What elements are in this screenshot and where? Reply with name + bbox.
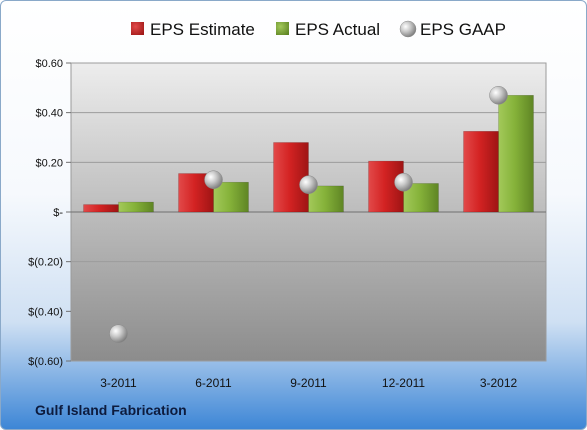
y-tick-label: $(0.40)	[28, 306, 63, 318]
x-tick-label: 3-2011	[100, 376, 137, 390]
legend-swatch	[276, 22, 289, 35]
y-tick-label: $0.40	[35, 108, 63, 120]
marker-eps-gaap	[299, 175, 318, 194]
legend-swatch	[399, 20, 417, 38]
bar-eps-estimate	[83, 204, 119, 213]
company-name: Gulf Island Fabrication	[35, 402, 187, 418]
marker-eps-gaap	[109, 324, 128, 343]
bar-eps-actual	[118, 201, 154, 213]
y-tick-label: $(0.20)	[28, 257, 63, 269]
marker-eps-gaap	[489, 86, 508, 105]
bar-eps-actual	[213, 181, 249, 213]
bar-eps-estimate	[463, 131, 499, 213]
y-tick-label: $0.20	[35, 157, 63, 169]
bar-eps-actual	[308, 185, 344, 213]
marker-eps-gaap	[394, 172, 413, 192]
legend-swatch	[131, 22, 144, 35]
x-tick-label: 9-2011	[290, 376, 327, 390]
y-tick-label: $(0.60)	[28, 356, 63, 368]
x-tick-label: 3-2012	[480, 376, 518, 390]
y-tick-label: $-	[53, 207, 63, 219]
x-tick-label: 12-2011	[382, 376, 425, 390]
x-tick-label: 6-2011	[195, 376, 232, 390]
bar-eps-estimate	[273, 142, 309, 213]
bar-eps-actual	[498, 95, 534, 213]
marker-eps-gaap	[204, 170, 223, 189]
legend-label: EPS Estimate	[150, 20, 255, 39]
legend-label: EPS Actual	[295, 20, 380, 39]
legend-label: EPS GAAP	[420, 20, 506, 39]
y-tick-label: $0.60	[35, 58, 63, 70]
